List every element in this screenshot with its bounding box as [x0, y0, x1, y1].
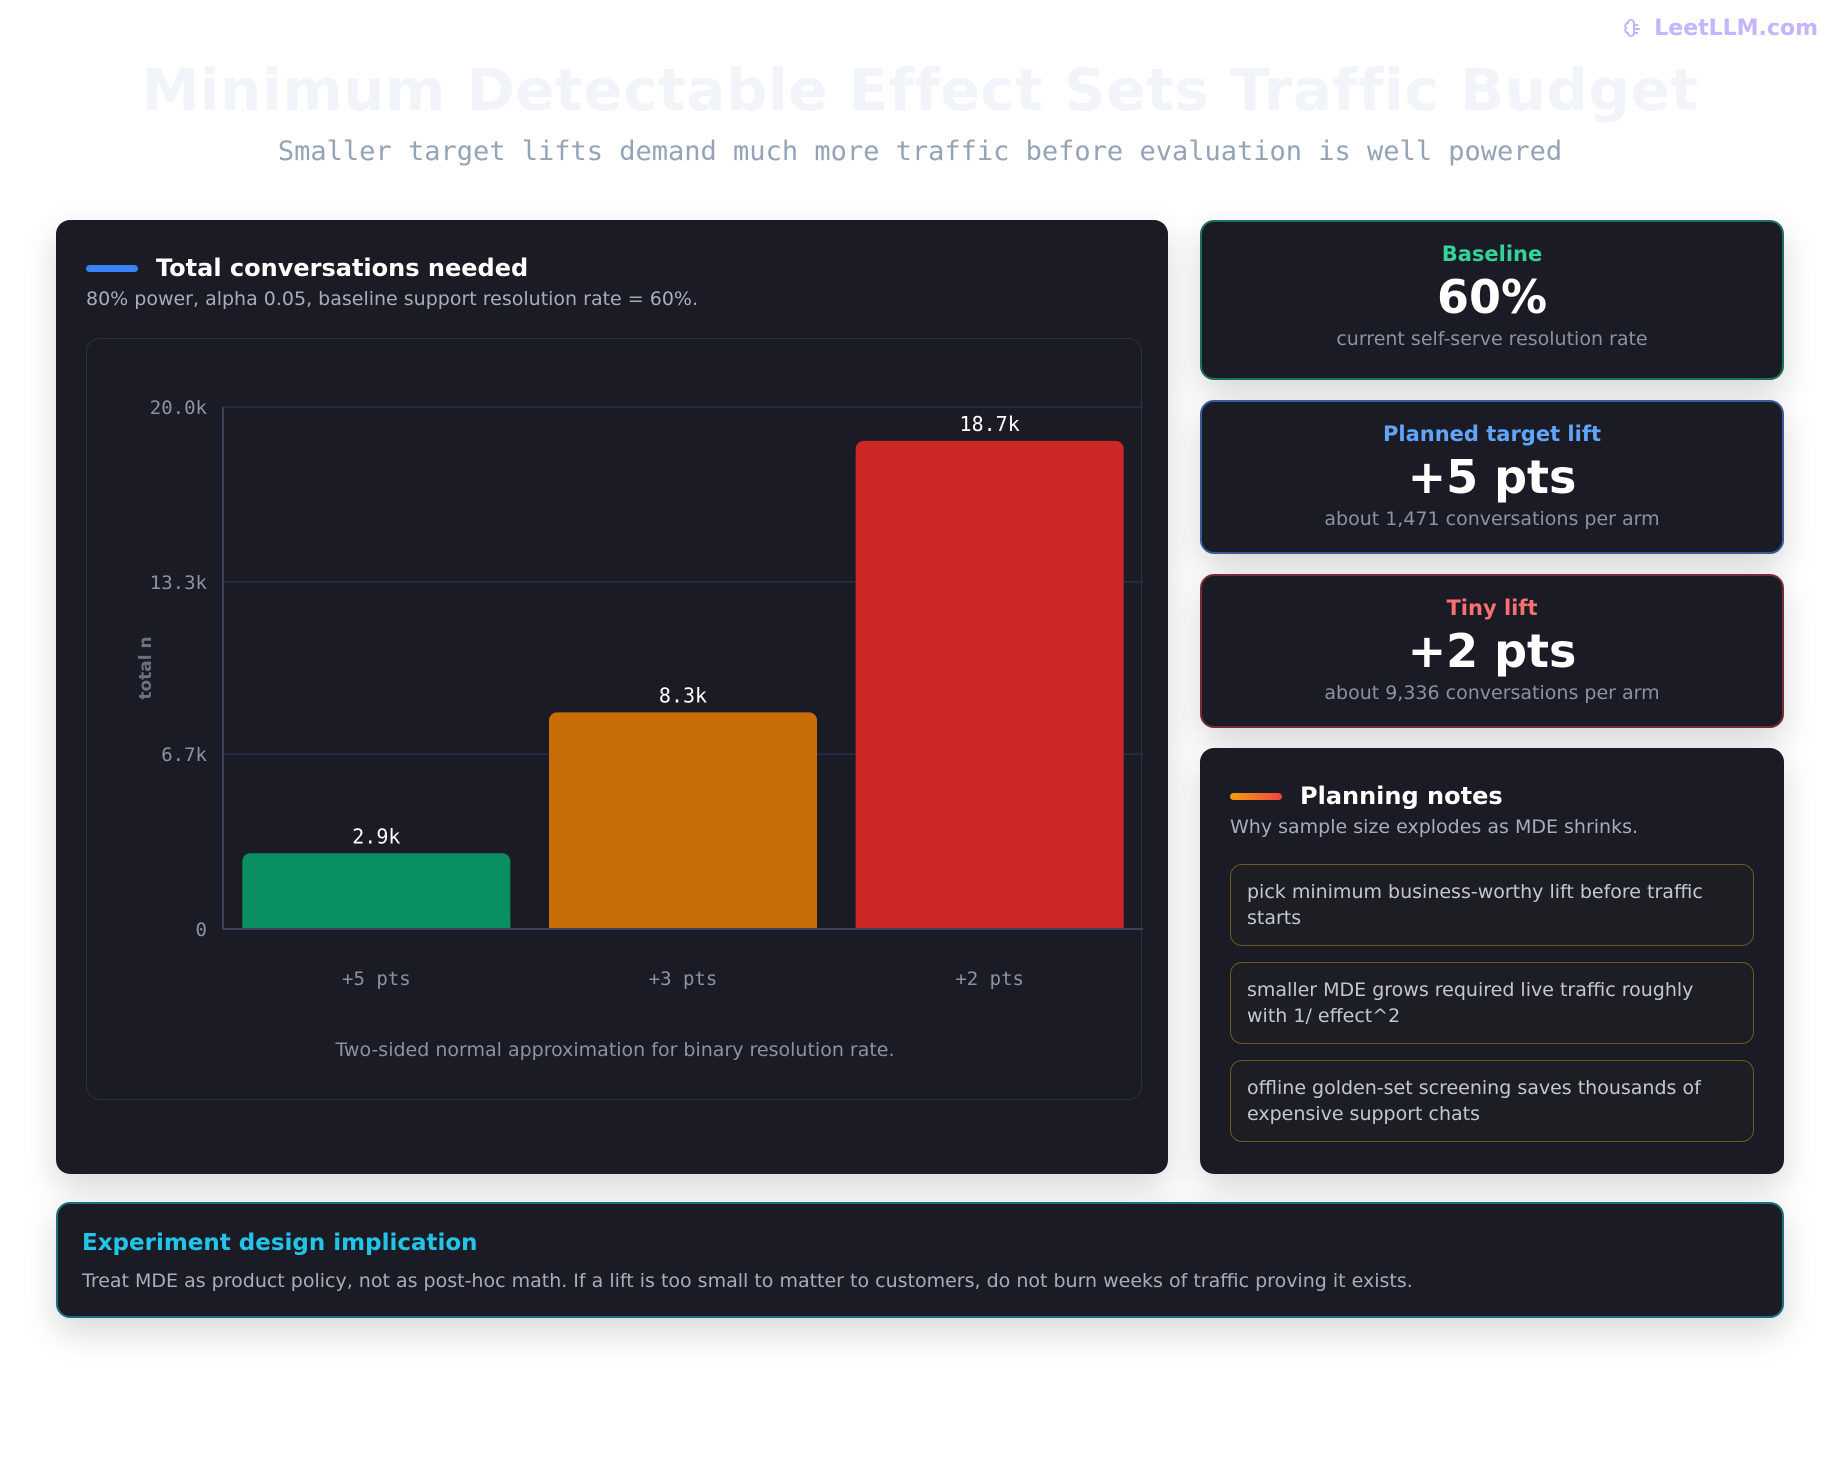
y-tick-label: 0 — [196, 919, 207, 941]
stat-label: Baseline — [1441, 242, 1543, 266]
chart-panel: Total conversations needed 80% power, al… — [56, 220, 1168, 1174]
x-tick-label: +2 pts — [955, 968, 1024, 990]
stat-card-baseline: Baseline 60% current self-serve resoluti… — [1200, 220, 1784, 380]
plot-frame: 2.9k +5 pts 8.3k +3 pts 18.7k +2 pts 0 6.7k 13.… — [86, 338, 1143, 1100]
stat-value: 60% — [1436, 270, 1548, 324]
chart-panel-title: Total conversations needed — [156, 254, 529, 282]
bar-value-label: 8.3k — [659, 683, 707, 707]
stat-label: Planned target lift — [1382, 422, 1601, 446]
brand-logo[interactable]: LeetLLM.com — [1622, 16, 1818, 41]
bar-value-label: 2.9k — [352, 824, 400, 848]
chart-panel-description: 80% power, alpha 0.05, baseline support … — [86, 288, 698, 310]
y-tick-label: 6.7k — [161, 744, 207, 766]
chart-footnote: Two-sided normal approximation for binar… — [335, 1039, 895, 1061]
implication-banner: Experiment design implication Treat MDE … — [56, 1202, 1784, 1318]
note-item: pick minimum business-worthy lift before… — [1230, 864, 1754, 946]
accent-bar — [1230, 792, 1282, 800]
accent-bar — [86, 264, 138, 272]
bar[interactable] — [855, 440, 1124, 929]
chart-panel-header: Total conversations needed — [86, 254, 528, 282]
notes-panel-title: Planning notes — [1300, 782, 1503, 810]
page-subtitle: Smaller target lifts demand much more tr… — [277, 136, 1563, 167]
bar-base — [855, 919, 1124, 929]
stat-note: current self-serve resolution rate — [1336, 328, 1648, 350]
bar[interactable] — [242, 853, 511, 929]
stat-value: +5 pts — [1407, 450, 1577, 504]
implication-title: Experiment design implication — [82, 1230, 478, 1256]
stat-card-tiny-lift: Tiny lift +2 pts about 9,336 conversatio… — [1200, 574, 1784, 728]
y-tick-label: 20.0k — [150, 397, 208, 419]
bar-base — [242, 919, 511, 929]
y-tick-label: 13.3k — [150, 572, 208, 594]
note-item: offline golden-set screening saves thous… — [1230, 1060, 1754, 1142]
bar-value-label: 18.7k — [960, 412, 1020, 436]
planning-notes-panel: Planning notes Why sample size explodes … — [1200, 748, 1784, 1174]
stat-label: Tiny lift — [1446, 596, 1538, 620]
implication-body: Treat MDE as product policy, not as post… — [82, 1270, 1413, 1292]
stat-note: about 9,336 conversations per arm — [1324, 682, 1660, 704]
x-tick-label: +3 pts — [649, 968, 718, 990]
x-tick-label: +5 pts — [342, 968, 411, 990]
y-axis-label: total n — [136, 636, 156, 699]
stat-note: about 1,471 conversations per arm — [1324, 508, 1660, 530]
brain-icon — [1624, 18, 1641, 37]
brand-name: LeetLLM.com — [1654, 16, 1818, 41]
bar-base — [549, 919, 817, 929]
page-title: Minimum Detectable Effect Sets Traffic B… — [141, 56, 1699, 124]
bar-chart: 2.9k +5 pts 8.3k +3 pts 18.7k +2 pts 0 6.7k 13.… — [136, 397, 1143, 990]
note-item: smaller MDE grows required live traffic … — [1230, 962, 1754, 1044]
stat-value: +2 pts — [1407, 624, 1577, 678]
notes-panel-description: Why sample size explodes as MDE shrinks. — [1230, 816, 1639, 838]
stat-card-planned-lift: Planned target lift +5 pts about 1,471 c… — [1200, 400, 1784, 554]
notes-panel-header: Planning notes — [1230, 782, 1503, 810]
bar[interactable] — [549, 712, 817, 929]
